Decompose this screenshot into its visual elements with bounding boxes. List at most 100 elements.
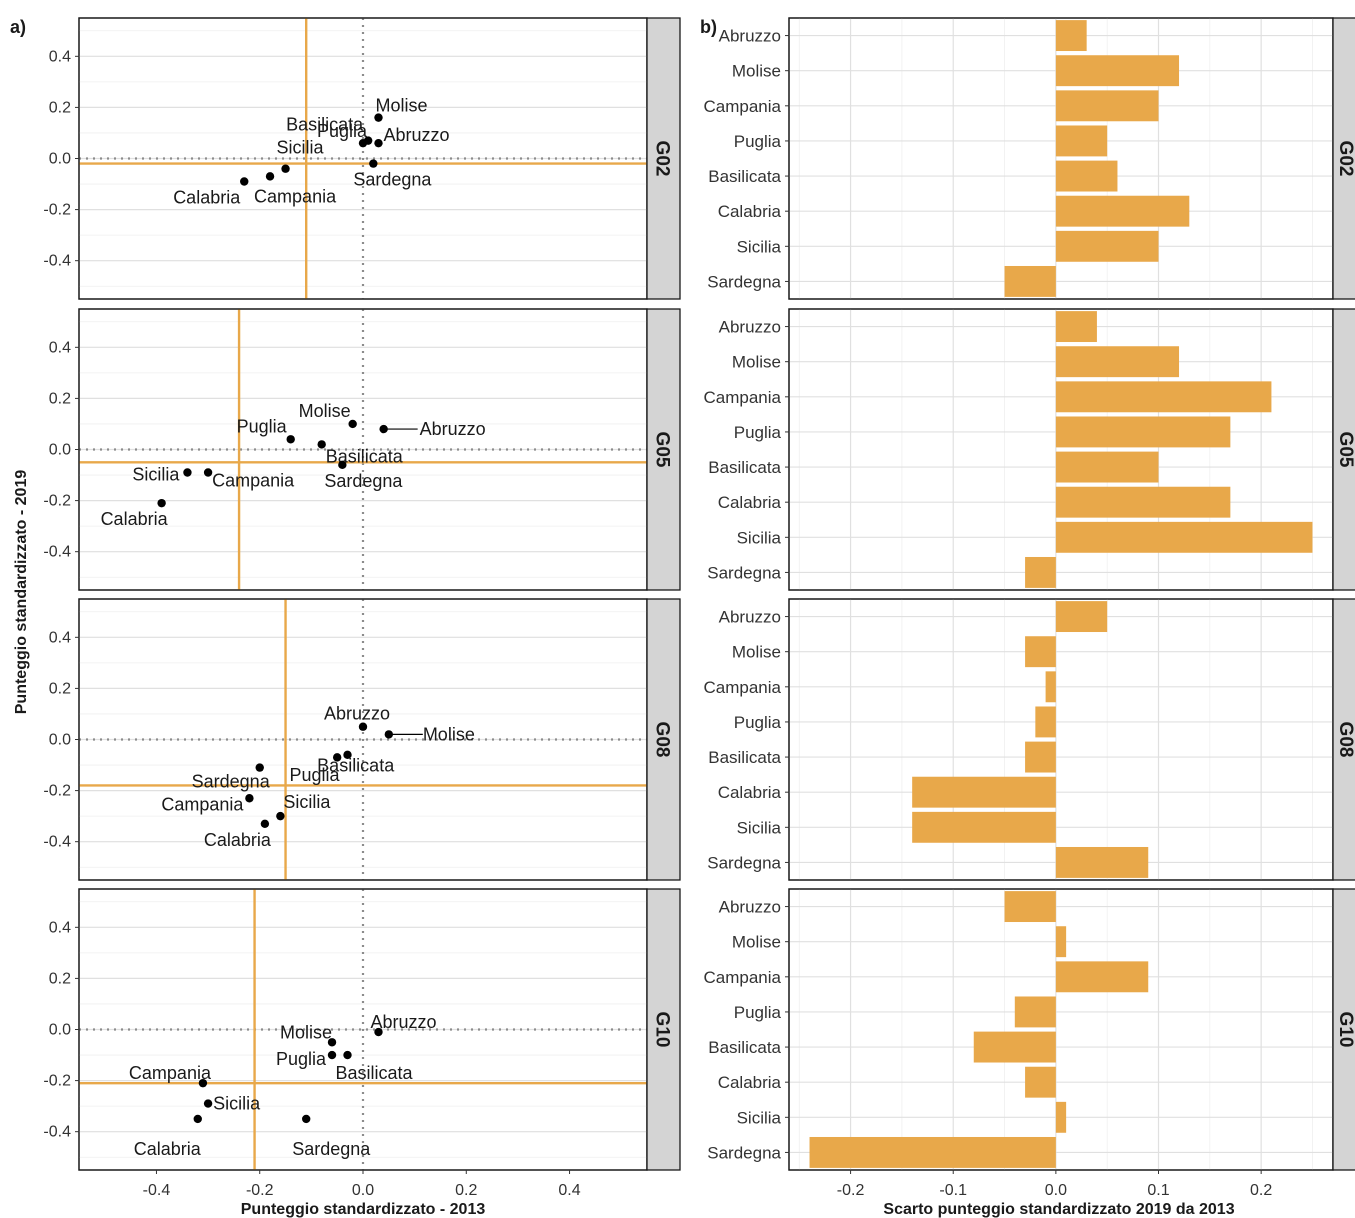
point-label: Calabria	[173, 187, 241, 207]
scatter-panels: 0.4 0.2 0.0 -0.2 -0.4 Molise Basilicata Puglia A…	[43, 17, 681, 1199]
scatter-facet-G08: 0.4 0.2 0.0 -0.2 -0.4 Abruzzo Molise Basilicata…	[43, 598, 681, 881]
y-tick-label: -0.4	[43, 834, 71, 851]
bar-puglia	[1014, 996, 1056, 1028]
category-label: Molise	[732, 62, 781, 81]
y-tick-label: 0.2	[49, 680, 71, 697]
bar-basilicata	[1025, 741, 1056, 773]
point-label: Campania	[161, 794, 244, 814]
scatter-x-axis: -0.4 -0.2 0.0 0.2 0.4	[143, 1170, 581, 1199]
y-tick-label: 0.2	[49, 390, 71, 407]
facet-strip	[1332, 17, 1355, 300]
category-label: Sicilia	[737, 1108, 782, 1127]
point-label: Calabria	[101, 509, 169, 529]
point-label: Abruzzo	[324, 704, 390, 724]
y-tick-label: -0.2	[43, 1073, 71, 1090]
facet-strip-label: G10	[652, 1012, 673, 1048]
point-label: Molise	[299, 401, 351, 421]
point-label: Campania	[254, 186, 337, 206]
point-label: Basilicata	[326, 446, 404, 466]
data-point-sardegna	[302, 1114, 311, 1124]
point-label: Calabria	[204, 830, 272, 850]
category-label: Molise	[732, 353, 781, 372]
category-label: Basilicata	[708, 748, 781, 767]
y-tick-label: 0.4	[49, 919, 71, 936]
data-point-calabria	[260, 819, 270, 828]
category-label: Campania	[704, 97, 782, 116]
point-label: Molise	[280, 1022, 332, 1042]
point-label: Sardegna	[192, 772, 271, 792]
category-label: Campania	[704, 678, 782, 697]
point-label: Sardegna	[292, 1139, 371, 1159]
y-tick-label: -0.2	[43, 202, 71, 219]
y-tick-label: 0.2	[49, 99, 71, 116]
point-label: Sardegna	[353, 170, 432, 190]
data-point-abruzzo	[374, 1027, 383, 1037]
point-label: Basilicata	[336, 1063, 414, 1083]
panel-a-tag: a)	[10, 17, 26, 37]
category-label: Puglia	[734, 423, 782, 442]
facet-strip	[646, 308, 681, 591]
y-tick-label: 0.0	[49, 151, 71, 168]
data-point-calabria	[193, 1114, 202, 1124]
y-tick-label: 0.4	[49, 48, 71, 65]
point-label: Abruzzo	[370, 1012, 436, 1032]
bar-sicilia	[912, 811, 1056, 843]
bar-panel-bg	[788, 598, 1334, 881]
y-tick-label: -0.4	[43, 1124, 71, 1141]
y-tick-label: 0.4	[49, 339, 71, 356]
x-tick-label: -0.1	[939, 1182, 967, 1199]
category-label: Basilicata	[708, 167, 781, 186]
bar-sicilia	[1055, 230, 1159, 262]
bar-calabria	[1055, 486, 1231, 518]
x-tick-label: 0.4	[558, 1182, 580, 1199]
category-label: Sardegna	[707, 563, 781, 582]
facet-strip	[646, 598, 681, 881]
bar-facet-G10: Abruzzo Molise Campania Puglia Basilicata Cal…	[704, 888, 1355, 1171]
data-point-sardegna	[255, 763, 264, 772]
panel-b-tag: b)	[700, 17, 717, 37]
data-point-campania	[245, 794, 254, 803]
y-tick-label: 0.4	[49, 629, 71, 646]
bar-campania	[1045, 671, 1056, 703]
category-label: Molise	[732, 643, 781, 662]
data-point-sicilia	[203, 1099, 213, 1108]
data-point-abruzzo	[358, 722, 368, 731]
category-label: Basilicata	[708, 458, 781, 477]
x-tick-label: -0.2	[837, 1182, 865, 1199]
category-label: Abruzzo	[719, 898, 781, 917]
category-label: Sicilia	[737, 237, 782, 256]
data-point-molise	[327, 1038, 337, 1047]
y-tick-label: 0.0	[49, 732, 71, 749]
data-point-sicilia	[183, 468, 192, 477]
facet-strip	[646, 17, 681, 300]
category-label: Basilicata	[708, 1038, 781, 1057]
x-tick-label: 0.1	[1147, 1182, 1169, 1199]
data-point-abruzzo	[374, 138, 383, 148]
bar-abruzzo	[1055, 311, 1097, 343]
x-tick-label: 0.2	[455, 1182, 477, 1199]
bar-basilicata	[973, 1031, 1056, 1063]
category-label: Calabria	[718, 1073, 782, 1092]
category-label: Sardegna	[707, 272, 781, 291]
point-label: Molise	[375, 96, 427, 116]
category-label: Campania	[704, 968, 782, 987]
data-point-campania	[265, 172, 275, 181]
data-point-puglia	[327, 1050, 337, 1060]
bar-molise	[1055, 926, 1067, 958]
category-label: Calabria	[718, 202, 782, 221]
data-point-basilicata	[343, 1050, 352, 1060]
data-point-calabria	[157, 498, 166, 508]
point-label: Puglia	[237, 416, 288, 436]
facet-strip-label: G08	[1335, 722, 1355, 758]
point-label: Abruzzo	[420, 419, 486, 439]
category-label: Puglia	[734, 132, 782, 151]
bar-puglia	[1035, 706, 1056, 738]
x-tick-label: -0.2	[246, 1182, 274, 1199]
y-tick-label: -0.2	[43, 493, 71, 510]
scatter-y-axis-title: Punteggio standardizzato - 2019	[13, 470, 30, 715]
point-label: Puglia	[290, 765, 341, 785]
facet-strip	[1332, 598, 1355, 881]
x-tick-label: 0.2	[1250, 1182, 1272, 1199]
point-label: Abruzzo	[383, 125, 449, 145]
point-label: Sicilia	[277, 138, 325, 158]
